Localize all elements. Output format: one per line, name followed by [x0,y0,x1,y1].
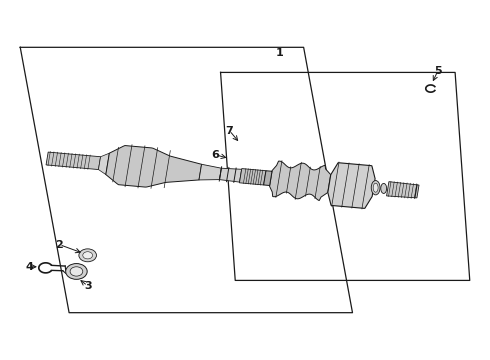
Ellipse shape [371,180,380,195]
Text: 2: 2 [55,239,63,249]
Text: 4: 4 [25,262,33,272]
Text: 7: 7 [225,126,233,135]
Circle shape [79,249,97,262]
Text: 5: 5 [434,66,442,76]
Polygon shape [98,153,109,175]
Text: 1: 1 [275,48,283,58]
Circle shape [70,267,83,276]
Circle shape [66,264,87,279]
Polygon shape [106,145,201,187]
Polygon shape [199,164,221,180]
Polygon shape [240,168,266,185]
Polygon shape [328,163,375,208]
Polygon shape [270,161,331,201]
Ellipse shape [381,183,387,193]
Text: 3: 3 [84,281,92,291]
Polygon shape [387,182,419,198]
Polygon shape [264,171,272,185]
Text: 6: 6 [212,150,220,160]
Circle shape [83,252,93,259]
Polygon shape [46,152,100,170]
Polygon shape [220,168,242,182]
Ellipse shape [373,183,378,192]
